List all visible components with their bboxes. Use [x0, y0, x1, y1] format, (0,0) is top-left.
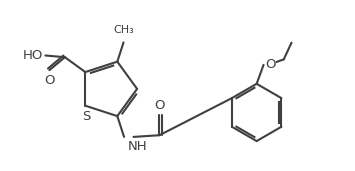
Text: O: O: [266, 58, 276, 71]
Text: NH: NH: [127, 140, 147, 153]
Text: HO: HO: [22, 49, 43, 62]
Text: S: S: [82, 110, 90, 123]
Text: O: O: [44, 74, 55, 87]
Text: CH₃: CH₃: [114, 25, 135, 35]
Text: O: O: [154, 99, 165, 112]
